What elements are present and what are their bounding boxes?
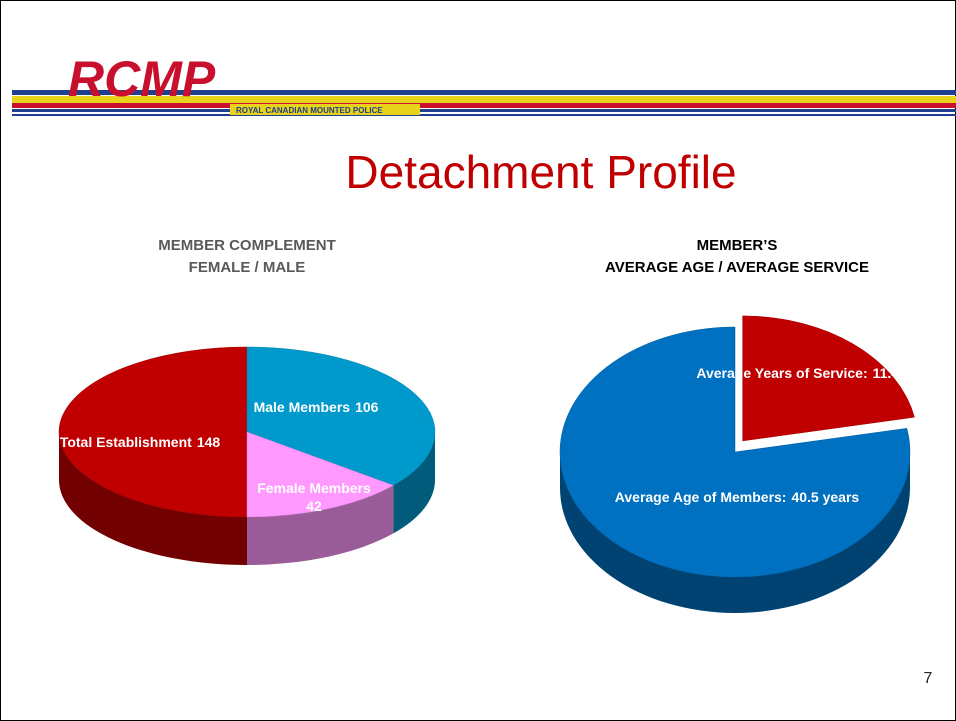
logo: RCMP bbox=[68, 51, 216, 107]
chart-title: MEMBER’S bbox=[697, 237, 778, 254]
slice-category: Total Establishment bbox=[60, 434, 192, 450]
logo-subtitle: ROYAL CANADIAN MOUNTED POLICE bbox=[236, 106, 383, 115]
slice-category: Average Years of Service: bbox=[696, 365, 867, 381]
slide: RCMP ROYAL CANADIAN MOUNTED POLICE Detac… bbox=[0, 0, 956, 721]
slice-value: 148 bbox=[197, 434, 221, 450]
page: RCMP ROYAL CANADIAN MOUNTED POLICE Detac… bbox=[0, 0, 956, 721]
slice-category: Male Members bbox=[254, 399, 351, 415]
slice-label: Average Years of Service: 11.4 years bbox=[696, 365, 939, 381]
slice-value: 40.5 years bbox=[791, 489, 859, 505]
chart-title: MEMBER COMPLEMENT bbox=[158, 237, 336, 254]
page-number: 7 bbox=[924, 670, 933, 687]
slice-value: 106 bbox=[355, 399, 379, 415]
chart-title: FEMALE / MALE bbox=[189, 259, 306, 276]
slice-value: 11.4 years bbox=[873, 365, 940, 381]
slice-label: Average Age of Members:40.5 years bbox=[615, 489, 860, 505]
slice-label: Total Establishment 148 bbox=[60, 434, 221, 450]
slice-category: Female Members bbox=[257, 480, 371, 496]
slice-category: Average Age of Members: bbox=[615, 489, 787, 505]
chart-title: AVERAGE AGE / AVERAGE SERVICE bbox=[605, 259, 869, 276]
slide-title: Detachment Profile bbox=[345, 146, 736, 198]
slice-value: 42 bbox=[306, 498, 322, 514]
